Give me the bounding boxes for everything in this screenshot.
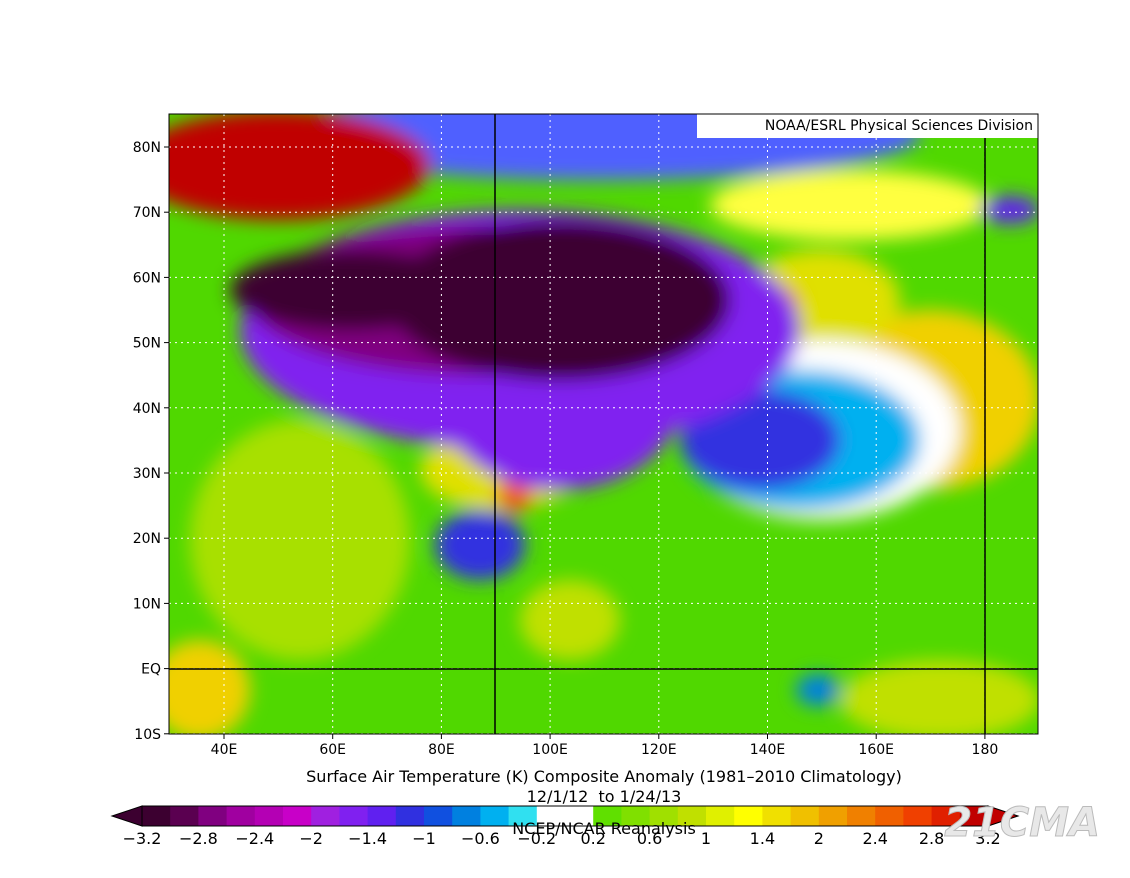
watermark: 21CMA (944, 800, 1100, 846)
lat-label: 30N (133, 466, 161, 482)
colorbar-label: −0.2 (517, 829, 556, 848)
colorbar-frame (141, 805, 989, 827)
colorbar-swatch (170, 806, 199, 826)
colorbar-swatch (198, 806, 228, 826)
colorbar-swatch (508, 806, 538, 826)
colorbar-swatch (677, 806, 707, 826)
lon-label: 100E (532, 742, 568, 758)
lat-label: 50N (133, 336, 161, 352)
colorbar-label: 1 (701, 829, 711, 848)
colorbar-swatch (424, 806, 453, 826)
lon-label: 80E (428, 742, 455, 758)
lat-label: 20N (133, 531, 161, 547)
colorbar-swatch (649, 806, 679, 826)
lon-label: 40E (211, 742, 238, 758)
map-frame (168, 113, 1039, 735)
lon-label: 180 (972, 742, 999, 758)
colorbar-label: 1.4 (750, 829, 775, 848)
colorbar-swatch (254, 806, 284, 826)
colorbar-label: −1.4 (348, 829, 387, 848)
credit: NOAA/ESRL Physical Sciences Division (765, 118, 1033, 134)
colorbar-swatch (311, 806, 340, 826)
lat-label: 10S (134, 727, 161, 743)
colorbar-label: −3.2 (123, 829, 162, 848)
colorbar-label: 3.2 (975, 829, 1000, 848)
colorbar-swatch (734, 806, 763, 826)
colorbar-swatch (903, 806, 933, 826)
colorbar-label: 0.6 (637, 829, 662, 848)
caption-title: Surface Air Temperature (K) Composite An… (306, 767, 902, 786)
colorbar-label: −2.8 (179, 829, 218, 848)
credit-box (697, 114, 1038, 138)
lat-label: 60N (133, 270, 161, 286)
colorbar-label: 2 (814, 829, 824, 848)
colorbar: −3.2 −2.8 −2.4 −2 −1.4 −1 −0.6 −0.2 0.2 0.6 1 1.4 2 2… (110, 805, 1020, 848)
colorbar-swatch (142, 806, 171, 826)
lon-label: 60E (319, 742, 346, 758)
lat-label: 70N (133, 205, 161, 221)
caption-dates: 12/1/12 to 1/24/13 (527, 787, 682, 806)
colorbar-swatch (959, 806, 989, 826)
lon-label: 160E (858, 742, 894, 758)
lat-label: 40N (133, 401, 161, 417)
lat-label: 10N (133, 596, 161, 612)
colorbar-swatch (480, 806, 510, 826)
colorbar-label: −0.6 (461, 829, 500, 848)
colorbar-swatch (818, 806, 848, 826)
colorbar-swatch (565, 806, 594, 826)
lat-label: EQ (141, 662, 161, 678)
colorbar-label: −2 (299, 829, 323, 848)
colorbar-swatch (931, 806, 961, 826)
axes: 80N 70N 60N 50N 40N 30N 20N 10N EQ 10S 40E 60E 80E 10… (133, 140, 999, 758)
colorbar-swatch (367, 806, 397, 826)
anomaly-map: NOAA/ESRL Physical Sciences Division (169, 114, 1038, 734)
colorbar-swatch (621, 806, 651, 826)
colorbar-swatch (395, 806, 425, 826)
colorbar-label: 0.2 (580, 829, 605, 848)
colorbar-arrow-left (110, 805, 143, 827)
colorbar-swatch (790, 806, 820, 826)
colorbar-swatch (452, 806, 481, 826)
colorbar-swatch (875, 806, 904, 826)
lon-label: 140E (750, 742, 786, 758)
colorbar-label: 2.8 (919, 829, 944, 848)
colorbar-label: −2.4 (235, 829, 274, 848)
lon-label: 120E (641, 742, 677, 758)
colorbar-swatch (706, 806, 735, 826)
colorbar-label: −1 (412, 829, 436, 848)
colorbar-swatch (283, 806, 312, 826)
colorbar-swatch (536, 806, 566, 826)
colorbar-swatch (847, 806, 876, 826)
caption-source: NCEP/NCAR Reanalysis (512, 819, 696, 838)
colorbar-swatch (762, 806, 792, 826)
colorbar-swatch (593, 806, 622, 826)
colorbar-swatch (226, 806, 256, 826)
lat-label: 80N (133, 140, 161, 156)
colorbar-label: 2.4 (862, 829, 887, 848)
colorbar-swatch (339, 806, 369, 826)
